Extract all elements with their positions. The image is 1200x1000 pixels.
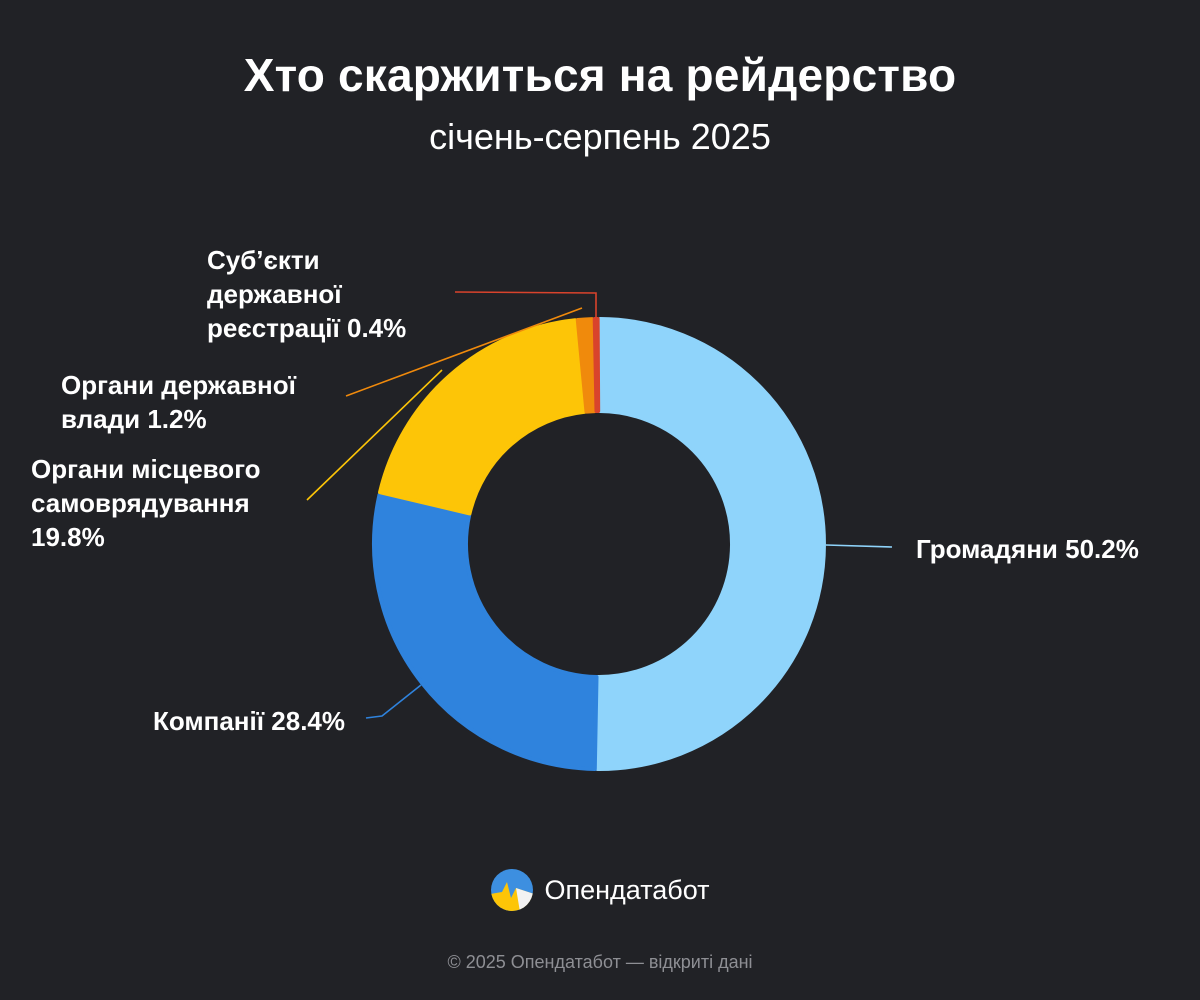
- slice-label-4: Органи державної влади 1.2%: [61, 370, 297, 434]
- slice-3: [378, 318, 587, 516]
- brand-name: Опендатабот: [544, 874, 710, 905]
- leader-lines: [306, 291, 893, 719]
- slice-1: [595, 317, 827, 771]
- slice-label-3: Органи місцевого самоврядування 19.8%: [31, 454, 261, 552]
- slice-5: [592, 317, 601, 414]
- slice-2: [372, 492, 599, 771]
- opendatabot-logo-icon: [491, 869, 534, 911]
- copyright-footer: © 2025 Опендатабот — відкриті дані: [447, 952, 753, 972]
- brand-logo: Опендатабот: [0, 868, 1200, 912]
- slice-label-1: Громадяни 50.2%: [916, 534, 1139, 564]
- leader-line-4: [345, 307, 583, 397]
- donut-slices: [372, 317, 827, 771]
- chart-title: Хто скаржиться на рейдерство: [243, 49, 957, 101]
- leader-line-3: [306, 369, 443, 501]
- leader-line-1: [825, 544, 893, 548]
- slice-label-5: Суб’єкти державної реєстрації 0.4%: [207, 245, 406, 343]
- slice-labels: Громадяни 50.2% Компанії 28.4% Органи місц…: [31, 245, 1139, 736]
- leader-line-2: [365, 684, 422, 719]
- chart-subtitle: січень-серпень 2025: [429, 116, 771, 157]
- slice-label-2: Компанії 28.4%: [153, 706, 345, 736]
- leader-line-5: [454, 291, 597, 320]
